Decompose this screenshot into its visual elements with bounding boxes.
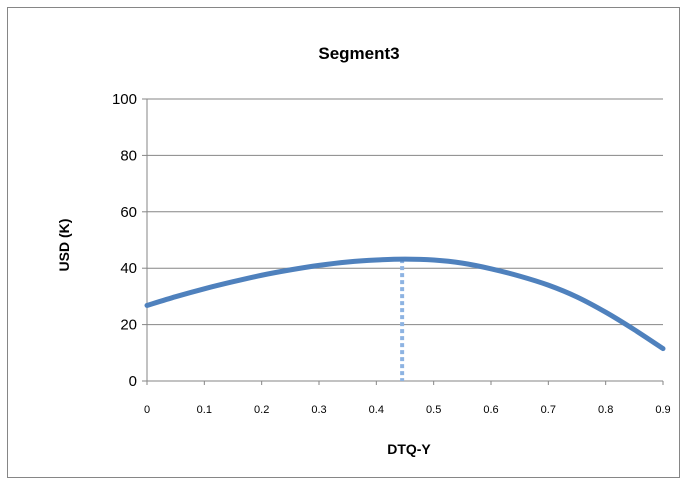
x-tick-label: 0.8: [598, 404, 613, 416]
x-tick-label: 0.2: [254, 404, 269, 416]
chart-title: Segment3: [318, 44, 399, 63]
plot-area: [144, 256, 666, 381]
y-tick-label: 20: [120, 317, 137, 334]
x-tick-label: 0.4: [369, 404, 384, 416]
chart-frame: Segment3 USD (K) DTQ-Y 0 20 40 60 80 100 0 0.1…: [7, 7, 680, 478]
x-tick-label: 0.1: [197, 404, 212, 416]
y-tick-label: 80: [120, 147, 137, 164]
x-axis-title: DTQ-Y: [387, 441, 431, 457]
series-line-0: [144, 256, 666, 352]
x-tick-label: 0.3: [311, 404, 326, 416]
y-tick-label: 40: [120, 260, 137, 277]
x-tick-label: 0.7: [541, 404, 556, 416]
x-tick-label: 0.5: [426, 404, 441, 416]
y-tick-label: 0: [129, 373, 137, 390]
chart-svg: Segment3 USD (K) DTQ-Y 0 20 40 60 80 100 0 0.1…: [56, 44, 671, 457]
x-tick-label: 0.6: [483, 404, 498, 416]
y-tick-label: 60: [120, 204, 137, 221]
axes: [142, 98, 664, 385]
x-tick-label: 0: [144, 404, 150, 416]
y-tick-label: 100: [112, 91, 137, 108]
x-tick-label: 0.9: [655, 404, 670, 416]
x-tick-labels: 0 0.1 0.2 0.3 0.4 0.5 0.6 0.7 0.8 0.9: [144, 404, 671, 416]
gridlines: [147, 98, 663, 326]
y-axis-title: USD (K): [56, 219, 72, 272]
y-tick-labels: 0 20 40 60 80 100: [112, 91, 137, 390]
